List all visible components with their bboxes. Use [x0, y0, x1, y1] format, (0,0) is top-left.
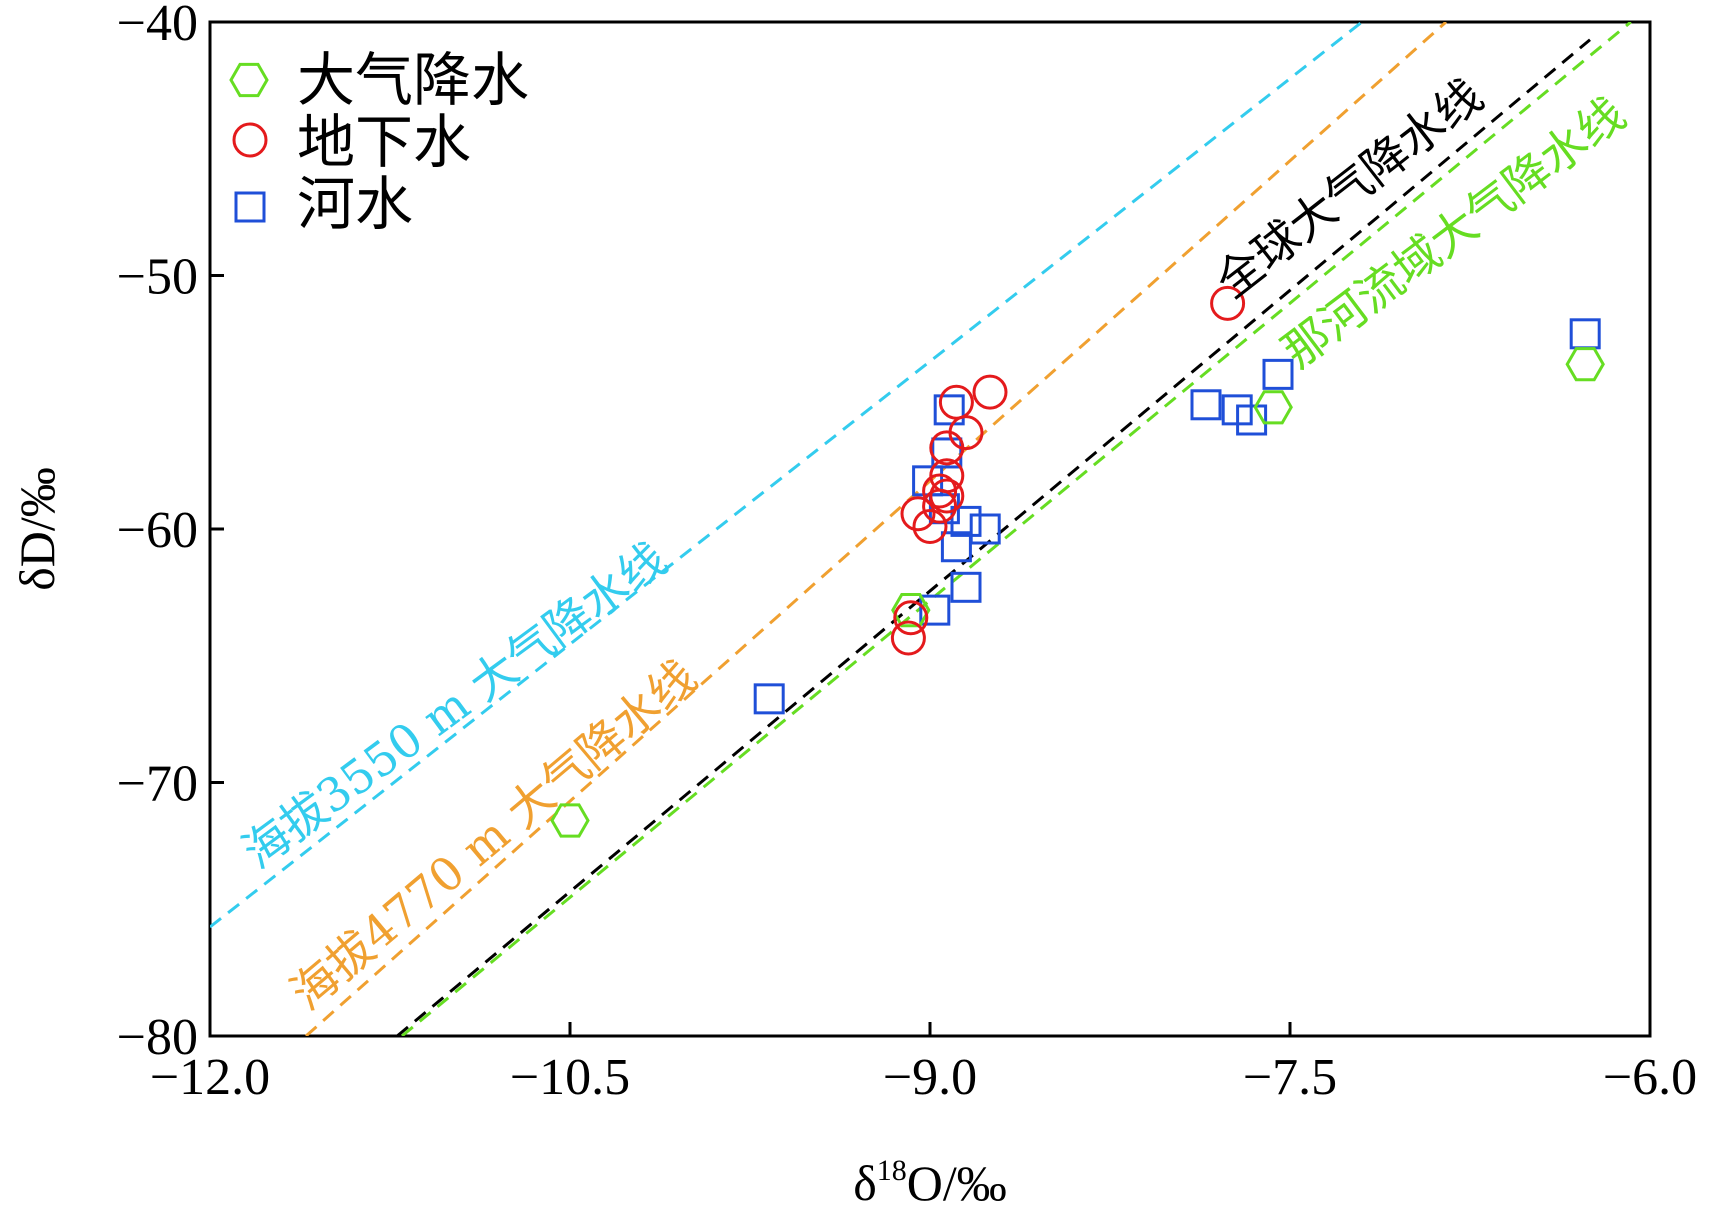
reference-line-3 — [401, 22, 1632, 1036]
groundwater-point — [972, 374, 1008, 410]
groundwater-point — [900, 496, 936, 532]
river-water-point — [1221, 394, 1253, 426]
x-tick-label: −6.0 — [1603, 1049, 1697, 1106]
legend-label-groundwater: 地下水 — [297, 108, 471, 176]
river-water-point — [1190, 389, 1222, 421]
river-water-point — [753, 683, 785, 715]
precipitation-point — [550, 803, 590, 838]
reference-line-2 — [396, 38, 1591, 1036]
precipitation-point — [1565, 347, 1605, 382]
x-tick-label: −10.5 — [510, 1049, 630, 1106]
groundwater-point — [912, 508, 948, 544]
legend-square-marker — [234, 191, 266, 223]
river-water-point — [1569, 318, 1601, 350]
river-water-point — [950, 505, 982, 537]
river-water-point — [969, 513, 1001, 545]
groundwater-point — [929, 430, 965, 466]
legend-label-river: 河水 — [297, 170, 413, 238]
legend-circle-marker — [232, 122, 268, 158]
river-water-point — [940, 531, 972, 563]
y-tick-label: −80 — [117, 1009, 198, 1066]
groundwater-point — [922, 488, 958, 524]
river-water-point — [950, 571, 982, 603]
x-axis-title: δ18O/‰ — [853, 1154, 1007, 1207]
y-tick-label: −70 — [117, 756, 198, 813]
groundwater-point — [1210, 285, 1246, 321]
y-axis-title: δD/‰ — [9, 467, 65, 591]
groundwater-point — [938, 384, 974, 420]
precipitation-point — [1253, 390, 1293, 425]
reference-line-1 — [305, 22, 1447, 1036]
y-tick-label: −50 — [117, 249, 198, 306]
groundwater-point — [890, 620, 926, 656]
river-water-point — [933, 394, 965, 426]
x-tick-label: −9.0 — [883, 1049, 977, 1106]
legend-label-precipitation: 大气降水 — [297, 46, 529, 114]
reference-line-0 — [210, 22, 1363, 929]
x-tick-label: −12.0 — [150, 1049, 270, 1106]
river-water-point — [1262, 358, 1294, 390]
y-tick-label: −60 — [117, 502, 198, 559]
groundwater-point — [922, 473, 958, 509]
groundwater-point — [929, 478, 965, 514]
groundwater-point — [893, 600, 929, 636]
x-tick-label: −7.5 — [1243, 1049, 1337, 1106]
line-label-global: 全球大气降水线 — [1206, 68, 1493, 308]
legend: 大气降水 地下水 河水 — [229, 46, 529, 238]
y-tick-label: −40 — [117, 0, 198, 52]
legend-hexagon-marker — [229, 62, 269, 98]
river-water-point — [919, 594, 951, 626]
